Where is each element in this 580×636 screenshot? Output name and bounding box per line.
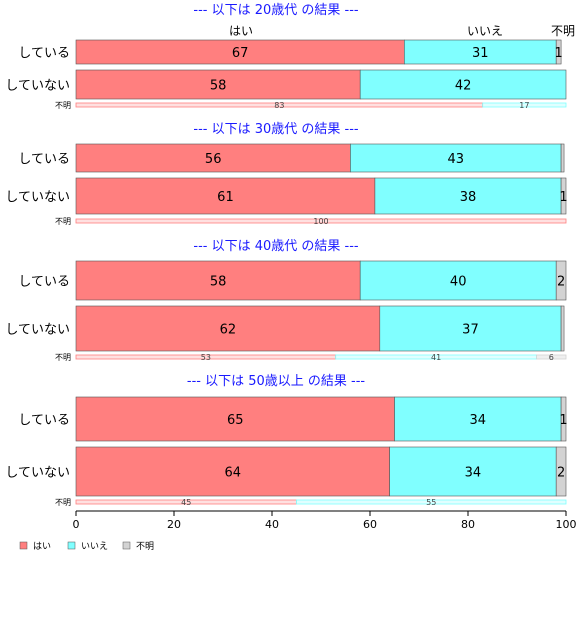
bar-segment [75,143,351,173]
bar-segment [75,260,361,301]
data-label: 100 [313,217,328,226]
category-label: している [18,275,70,290]
bar-segment [403,39,557,65]
data-label: 2 [557,466,565,481]
panel-title: --- 以下は 50歳以上 の結果 --- [187,374,366,389]
bar-segment [359,69,567,100]
bar-segment [75,446,390,497]
data-label: 17 [519,101,529,110]
category-label: していない [5,79,70,94]
bar-segment [394,396,562,442]
data-label: 43 [447,152,464,167]
bar-segment [560,305,565,352]
legend-swatch [67,541,76,550]
data-label: 41 [431,353,441,362]
data-label: 34 [465,466,482,481]
category-label: 不明 [55,353,71,362]
data-label: 31 [472,46,489,61]
category-label: している [18,413,70,428]
x-tick-label: 20 [167,518,181,531]
panel-title: --- 以下は 30歳代 の結果 --- [193,122,359,137]
panel-title: --- 以下は 20歳代 の結果 --- [193,3,359,18]
data-label: 34 [470,413,487,428]
data-label: 40 [450,275,467,290]
bar-segment [555,446,567,497]
category-label: 不明 [55,498,71,507]
data-label: 64 [225,466,242,481]
data-label: 1 [555,46,563,61]
data-label: 42 [455,79,472,94]
bar-segment [560,177,567,215]
x-tick-label: 40 [265,518,279,531]
bar-segment [75,396,395,442]
bar-segment [75,39,405,65]
category-label: していない [5,466,70,481]
data-label: 2 [557,275,565,290]
bar-segment [75,218,567,224]
data-label: 55 [426,498,436,507]
bar-segment [75,177,376,215]
legend-swatch [122,541,131,550]
legend-swatch [19,541,28,550]
data-label: 1 [559,190,567,205]
bar-segment [555,39,562,65]
bar-segment [482,102,567,108]
data-label: 38 [460,190,477,205]
x-tick-label: 100 [556,518,577,531]
x-tick-label: 0 [73,518,80,531]
category-label: 不明 [55,217,71,226]
bar-segment [560,143,565,173]
category-label: していない [5,323,70,338]
category-label: していない [5,190,70,205]
column-header-label: はい [229,24,253,38]
data-label: 58 [210,79,227,94]
data-label: 65 [227,413,244,428]
bar-segment [296,499,567,505]
column-header-label: いいえ [467,24,503,38]
x-tick-label: 60 [363,518,377,531]
data-label: 45 [181,498,191,507]
column-header-label: 不明 [551,24,575,38]
data-label: 53 [201,353,211,362]
data-label: 1 [559,413,567,428]
bar-segment [536,354,567,360]
category-label: している [18,46,70,61]
bar-segment [379,305,562,352]
bar-segment [350,143,562,173]
panel-title: --- 以下は 40歳代 の結果 --- [193,239,359,254]
data-label: 62 [220,323,237,338]
category-label: 不明 [55,101,71,110]
legend-label: はい [33,541,51,552]
data-label: 56 [205,152,222,167]
data-label: 83 [274,101,284,110]
data-label: 37 [462,323,479,338]
bar-segment [555,260,567,301]
legend-label: 不明 [136,541,154,552]
data-label: 67 [232,46,249,61]
bar-segment [75,305,381,352]
category-label: している [18,152,70,167]
data-label: 58 [210,275,227,290]
data-label: 6 [549,353,554,362]
bar-segment [389,446,557,497]
legend-label: いいえ [81,541,108,552]
x-tick-label: 80 [461,518,475,531]
bar-segment [359,260,557,301]
bar-segment [560,396,567,442]
data-label: 61 [217,190,234,205]
